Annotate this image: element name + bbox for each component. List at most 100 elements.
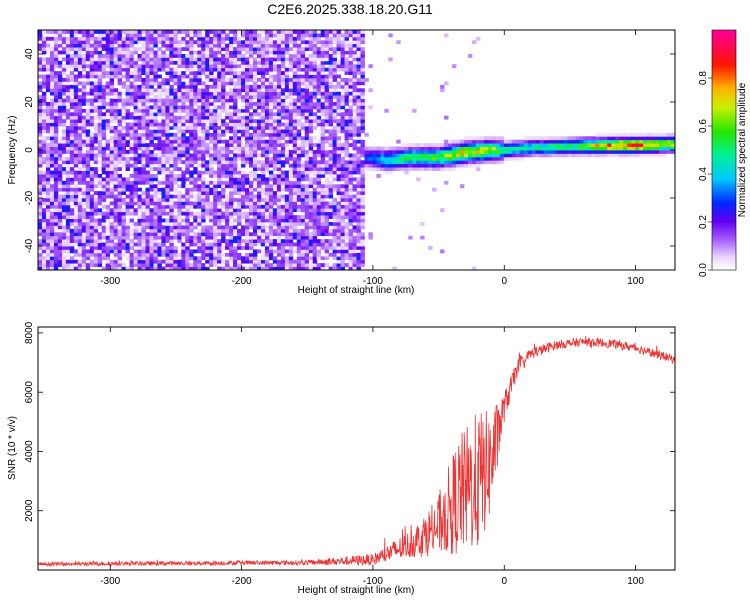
spectrogram-cell [145,43,150,48]
spectrogram-cell [288,263,294,267]
spectrogram-cell [177,64,182,69]
spectrogram-cell [268,256,274,261]
spectrogram-cell [193,266,198,271]
spectrogram-cell [153,105,158,110]
spectrogram-cell [300,126,306,130]
spectrogram-cell [245,91,250,96]
spectrogram-cell [284,84,290,89]
spectrogram-cell [169,126,174,130]
spectrogram-cell [217,57,222,62]
spectrogram-cell [141,246,146,250]
spectrogram-cell [41,119,47,123]
spectrogram-cell [185,242,190,247]
spectrogram-cell [276,71,282,75]
spectrogram-cell [109,211,115,216]
spectrogram-cell [288,40,294,45]
spectrogram-cell [181,252,186,257]
spectrogram-cell [229,259,234,264]
spectrogram-cell [173,266,178,271]
spectrogram-cell [276,263,282,267]
spectrogram-cell [141,108,146,113]
spectrogram-cell [97,43,103,48]
spectrogram-cell [121,177,126,182]
spectrogram-cell [65,74,71,79]
spectrogram-cell [145,246,150,250]
spectrogram-cell [252,105,258,110]
spectrogram-cell [93,132,99,137]
spectrogram-cell [173,98,178,103]
spectrogram-cell [149,57,154,62]
spectrogram-cell [45,246,51,250]
spectrogram-cell [316,222,322,226]
spectrogram-cell [280,150,286,154]
spectrogram-cell [141,167,146,171]
spectrogram-cell [296,105,302,110]
spectrogram-cell [360,150,365,154]
spectrogram-cell [252,108,258,113]
spectrogram-cell [292,47,298,51]
spectrogram-cell [304,235,310,240]
spectrogram-cell [344,30,349,34]
spectrogram-cell [241,246,246,250]
spectrogram-cell [117,263,123,267]
spectrogram-cell [113,160,119,165]
spectrogram-cell [85,218,91,223]
spectrogram-cell [85,112,91,117]
spectrogram-cell [125,47,130,51]
spectrogram-cell [149,64,154,69]
spectrogram-cell [324,91,330,96]
spectrogram-cell [221,122,226,127]
spectrogram-cell [73,108,79,113]
spectrogram-cell [161,232,166,237]
spectrogram-cell [237,47,242,51]
spectrogram-cell [225,54,230,58]
spectrogram-cell [249,78,254,82]
spectrogram-cell [105,108,111,113]
spectrogram-cell [276,177,282,182]
spectrogram-cell [276,78,282,82]
spectrogram-cell [300,136,306,141]
spectrogram-cell [304,174,310,178]
spectrogram-cell [352,132,357,137]
spectrogram-cell [109,126,115,130]
spectrogram-cell [360,194,365,199]
spectrogram-cell [320,71,326,75]
spectrogram-cell [229,122,234,127]
spectrogram-cell [264,108,270,113]
spectrogram-cell [77,170,83,175]
spectrogram-cell [173,177,178,182]
spectrogram-cell [229,256,234,261]
spectrogram-cell [229,163,234,168]
spectrogram-cell [161,60,166,65]
spectrogram-cell [320,43,326,48]
spectrogram-cell [304,40,310,45]
spectrogram-cell [241,119,246,123]
spectrogram-cell [113,256,119,261]
spectrogram-cell [316,198,322,202]
spectrogram-cell [81,126,87,130]
spectrogram-cell [292,146,298,151]
spectrogram-cell [81,129,87,134]
spectrogram-cell [169,40,174,45]
spectrogram-cell [141,50,146,55]
spectrogram-cell [73,112,79,117]
spectrogram-cell [229,211,234,216]
spectrogram-cell [300,78,306,82]
spectrogram-cell [217,180,222,185]
spectrogram-cell [189,239,194,243]
spectrogram-cell [101,105,107,110]
spectrogram-cell [304,64,310,69]
spectrogram-cell [117,201,123,206]
spectrogram-cell [157,98,162,103]
spectrogram-cell [300,184,306,189]
spectrogram-cell [268,211,274,216]
spectrogram-cell [53,122,59,127]
spectrogram-cell [137,259,142,264]
spectrogram-cell [300,204,306,209]
spectrogram-cell [360,40,365,45]
spectrogram-cell [201,95,206,99]
spectrogram-cell [276,235,282,240]
spectrogram-cell [320,232,326,237]
spectrogram-cell [153,204,158,209]
spectrogram-cell [344,180,349,185]
